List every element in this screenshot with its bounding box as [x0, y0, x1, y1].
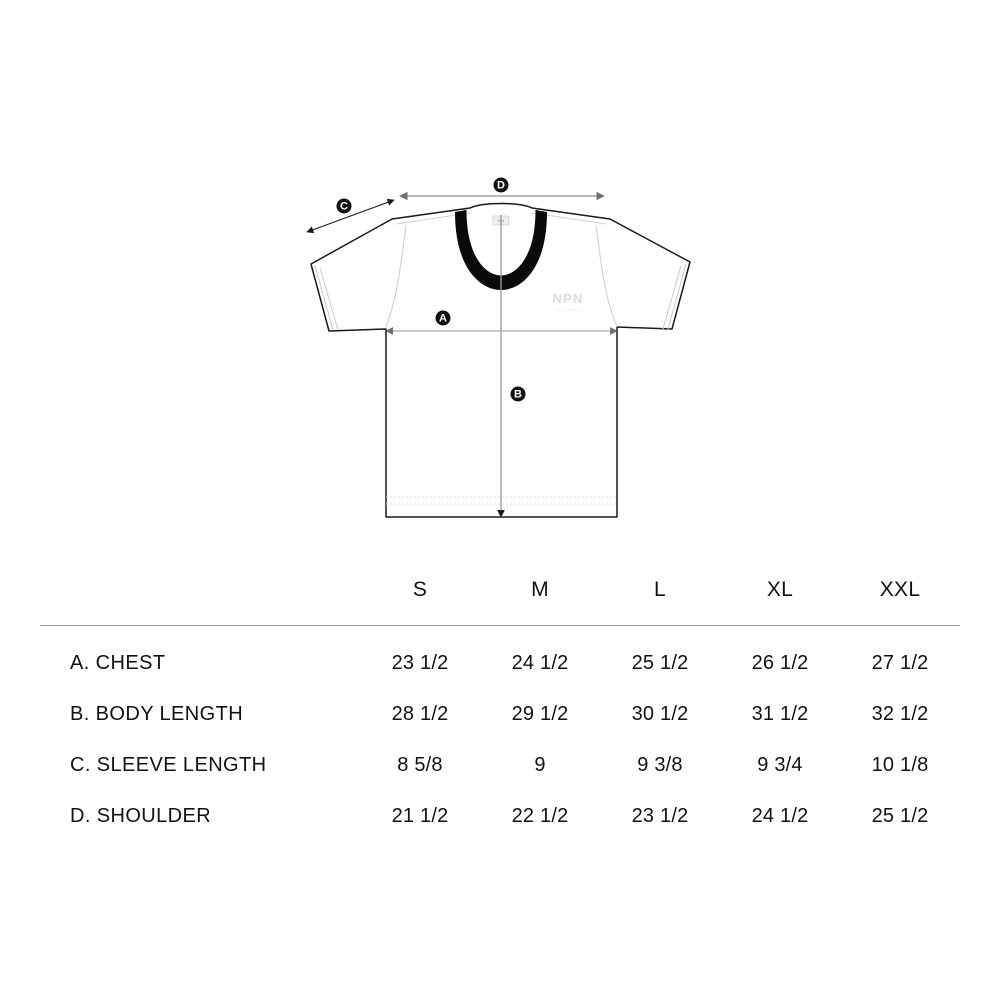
- marker-a-label: A: [439, 313, 447, 325]
- marker-d-label: D: [497, 180, 505, 192]
- chest-logo-subtext: THE LABEL: [555, 308, 581, 312]
- dimension-c-sleeve: [306, 198, 395, 234]
- cell-sleeve-length-s: 8 5/8: [397, 754, 443, 776]
- cell-chest-l: 25 1/2: [631, 652, 689, 674]
- marker-c: C: [336, 198, 352, 214]
- size-header-row: S M L XL XXL: [40, 555, 960, 626]
- marker-a: A: [435, 310, 451, 326]
- cell-shoulder-m: 22 1/2: [511, 805, 569, 827]
- cell-shoulder-xl: 24 1/2: [751, 805, 809, 827]
- marker-d: D: [493, 177, 509, 193]
- row-label-sleeve-length: C. SLEEVE LENGTH: [70, 754, 267, 776]
- dimension-c-line: [306, 198, 395, 234]
- cell-body-length-xxl: 32 1/2: [871, 703, 929, 725]
- row-label-chest: A. CHEST: [70, 652, 166, 674]
- table-row: C. SLEEVE LENGTH 8 5/8 9 9 3/8 9 3/4 10 …: [40, 740, 960, 791]
- row-label-shoulder: D. SHOULDER: [70, 805, 212, 827]
- tshirt-technical-drawing: NPN NPN THE LABEL D: [306, 177, 691, 518]
- measurement-column-header: [40, 555, 360, 626]
- cell-body-length-l: 30 1/2: [631, 703, 689, 725]
- size-chart-table-wrapper: S M L XL XXL A. CHEST 23 1/2 24 1/2 25 1…: [0, 555, 1000, 842]
- row-label-body-length: B. BODY LENGTH: [70, 703, 244, 725]
- cell-sleeve-length-xxl: 10 1/8: [871, 754, 929, 776]
- left-cuff-stitch-outer: [314, 265, 334, 331]
- size-header-s: S: [412, 578, 428, 601]
- table-row: D. SHOULDER 21 1/2 22 1/2 23 1/2 24 1/2 …: [40, 791, 960, 842]
- cell-chest-xl: 26 1/2: [751, 652, 809, 674]
- marker-d-circle: [493, 177, 509, 193]
- cell-chest-m: 24 1/2: [511, 652, 569, 674]
- right-cuff-stitch-inner: [662, 265, 682, 330]
- size-header-l: L: [654, 578, 666, 601]
- cell-sleeve-length-xl: 9 3/4: [757, 754, 803, 776]
- cell-sleeve-length-l: 9 3/8: [637, 754, 683, 776]
- right-armhole-seam: [595, 224, 618, 328]
- left-armhole-seam: [385, 224, 407, 328]
- size-chart-body: A. CHEST 23 1/2 24 1/2 25 1/2 26 1/2 27 …: [40, 626, 960, 843]
- size-header-xxl: XXL: [879, 578, 921, 601]
- garment-diagram-panel: NPN NPN THE LABEL D: [306, 177, 691, 518]
- size-header-xl: XL: [766, 578, 794, 601]
- hem-stitch-lines: [386, 496, 617, 505]
- cell-chest-xxl: 27 1/2: [871, 652, 929, 674]
- cell-shoulder-l: 23 1/2: [631, 805, 689, 827]
- size-header-m: M: [531, 578, 549, 601]
- chest-logo-text: NPN: [552, 291, 583, 306]
- left-cuff-stitch-inner: [319, 267, 339, 331]
- size-chart-head: S M L XL XXL: [40, 555, 960, 626]
- right-cuff-stitch-outer: [667, 263, 687, 330]
- cell-shoulder-s: 21 1/2: [391, 805, 449, 827]
- table-row: B. BODY LENGTH 28 1/2 29 1/2 30 1/2 31 1…: [40, 689, 960, 740]
- table-row: A. CHEST 23 1/2 24 1/2 25 1/2 26 1/2 27 …: [40, 626, 960, 690]
- chest-logo: NPN THE LABEL: [552, 291, 583, 312]
- marker-b-circle: [510, 386, 526, 402]
- cell-body-length-s: 28 1/2: [391, 703, 449, 725]
- marker-c-circle: [336, 198, 352, 214]
- collar-rib: [455, 210, 547, 290]
- cell-body-length-m: 29 1/2: [511, 703, 569, 725]
- cell-body-length-xl: 31 1/2: [751, 703, 809, 725]
- cell-chest-s: 23 1/2: [391, 652, 449, 674]
- size-chart-table: S M L XL XXL A. CHEST 23 1/2 24 1/2 25 1…: [40, 555, 960, 842]
- marker-b: B: [510, 386, 526, 402]
- marker-b-label: B: [514, 389, 522, 401]
- cell-sleeve-length-m: 9: [534, 754, 546, 776]
- cell-shoulder-xxl: 25 1/2: [871, 805, 929, 827]
- marker-c-label: C: [340, 201, 348, 213]
- marker-a-circle: [435, 310, 451, 326]
